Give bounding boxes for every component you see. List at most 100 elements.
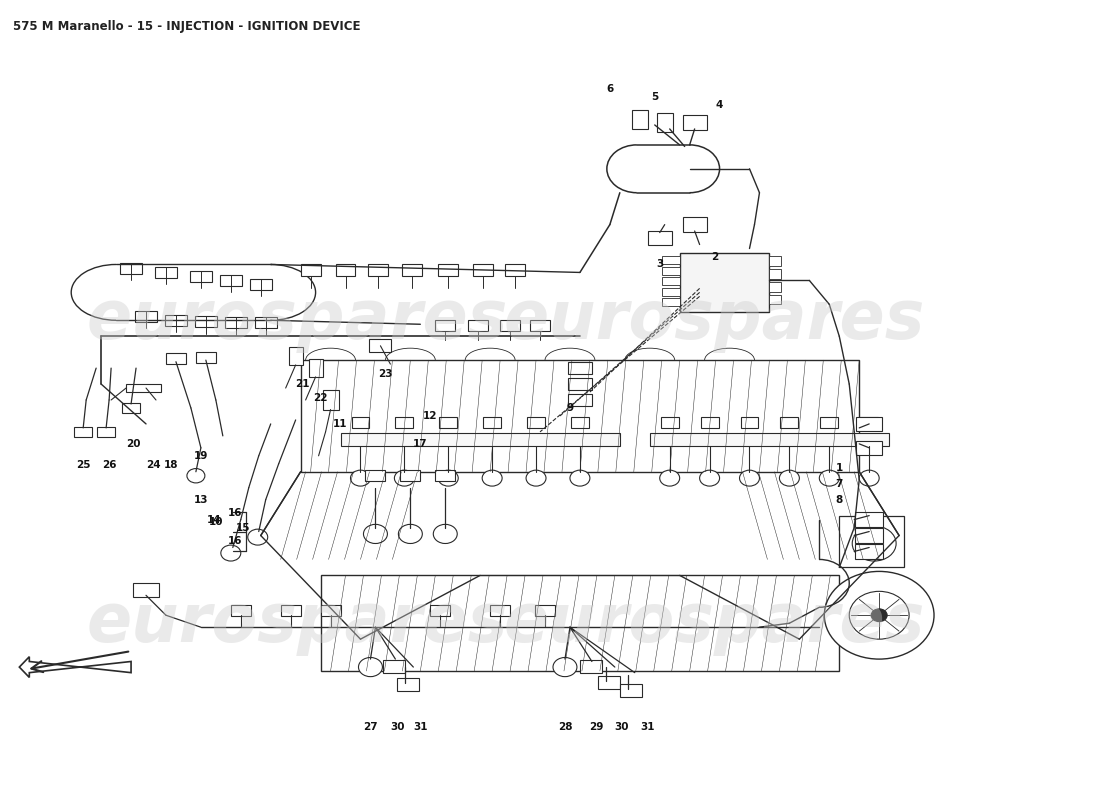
Bar bbox=[133, 582, 160, 597]
Text: eurospares: eurospares bbox=[87, 287, 508, 354]
Bar bbox=[662, 298, 680, 306]
Bar bbox=[365, 470, 385, 482]
Text: 5: 5 bbox=[651, 92, 659, 102]
Text: 28: 28 bbox=[558, 722, 572, 732]
Bar bbox=[571, 417, 588, 428]
Bar bbox=[662, 257, 680, 265]
Circle shape bbox=[871, 609, 887, 622]
Bar bbox=[650, 434, 889, 446]
Bar bbox=[97, 426, 116, 437]
Bar bbox=[190, 271, 212, 282]
Circle shape bbox=[739, 470, 759, 486]
Bar bbox=[400, 470, 420, 482]
Bar bbox=[780, 417, 799, 428]
Text: 19: 19 bbox=[194, 451, 208, 461]
Bar bbox=[196, 352, 216, 363]
Bar bbox=[122, 402, 140, 413]
Bar bbox=[280, 605, 300, 616]
Bar bbox=[491, 605, 510, 616]
Bar bbox=[855, 513, 883, 526]
Bar bbox=[769, 257, 781, 266]
Bar bbox=[821, 417, 838, 428]
Bar bbox=[701, 417, 718, 428]
Bar bbox=[403, 265, 422, 276]
Bar bbox=[341, 434, 619, 446]
Circle shape bbox=[363, 524, 387, 543]
Bar bbox=[155, 267, 177, 278]
Circle shape bbox=[187, 469, 205, 483]
Bar bbox=[839, 515, 904, 567]
Bar bbox=[439, 417, 458, 428]
Bar bbox=[500, 320, 520, 331]
Bar bbox=[74, 426, 92, 437]
Bar bbox=[320, 605, 341, 616]
Text: 26: 26 bbox=[102, 460, 117, 470]
Circle shape bbox=[700, 470, 719, 486]
Text: 20: 20 bbox=[125, 439, 141, 449]
Bar bbox=[568, 394, 592, 406]
Text: 16: 16 bbox=[228, 536, 242, 546]
Bar bbox=[320, 575, 839, 671]
Text: 31: 31 bbox=[414, 722, 428, 732]
Text: 7: 7 bbox=[836, 478, 843, 489]
Bar bbox=[683, 115, 706, 130]
Text: 12: 12 bbox=[424, 411, 438, 421]
Text: 9: 9 bbox=[566, 403, 573, 413]
Bar bbox=[231, 605, 251, 616]
Bar bbox=[855, 544, 883, 558]
Bar bbox=[436, 320, 455, 331]
Bar bbox=[224, 317, 246, 328]
Bar bbox=[662, 267, 680, 275]
Bar bbox=[505, 265, 525, 276]
Circle shape bbox=[849, 591, 909, 639]
Bar bbox=[619, 684, 641, 697]
Text: 24: 24 bbox=[145, 460, 161, 470]
Bar bbox=[568, 378, 592, 390]
Text: 18: 18 bbox=[164, 460, 178, 470]
Bar bbox=[430, 605, 450, 616]
Bar bbox=[568, 362, 592, 374]
Text: 15: 15 bbox=[235, 522, 250, 533]
Bar bbox=[657, 113, 673, 132]
Bar bbox=[740, 417, 759, 428]
Bar bbox=[473, 265, 493, 276]
Bar bbox=[648, 231, 672, 246]
Bar bbox=[769, 270, 781, 279]
Text: 30: 30 bbox=[615, 722, 629, 732]
Bar bbox=[769, 294, 781, 304]
Bar bbox=[631, 110, 648, 129]
Circle shape bbox=[780, 470, 800, 486]
Circle shape bbox=[221, 545, 241, 561]
Circle shape bbox=[433, 524, 458, 543]
Text: eurospares: eurospares bbox=[504, 287, 925, 354]
Text: eurospares: eurospares bbox=[504, 590, 925, 656]
Polygon shape bbox=[20, 657, 131, 678]
Bar bbox=[527, 417, 544, 428]
Bar bbox=[535, 605, 556, 616]
Circle shape bbox=[553, 658, 576, 677]
Bar bbox=[580, 660, 602, 673]
Bar bbox=[322, 390, 339, 410]
Bar bbox=[336, 265, 355, 276]
Bar bbox=[309, 359, 322, 377]
Text: 13: 13 bbox=[194, 494, 208, 505]
Bar bbox=[368, 265, 388, 276]
Bar bbox=[680, 253, 769, 312]
Circle shape bbox=[820, 470, 839, 486]
Bar bbox=[300, 265, 320, 276]
Bar bbox=[662, 287, 680, 295]
Bar bbox=[598, 676, 619, 689]
Circle shape bbox=[824, 571, 934, 659]
Bar bbox=[195, 316, 217, 327]
Circle shape bbox=[438, 470, 459, 486]
Bar bbox=[352, 417, 370, 428]
Bar bbox=[384, 660, 406, 673]
Text: 31: 31 bbox=[640, 722, 654, 732]
Circle shape bbox=[359, 658, 383, 677]
Circle shape bbox=[852, 526, 896, 561]
Circle shape bbox=[859, 470, 879, 486]
Text: 14: 14 bbox=[207, 514, 221, 525]
Text: 29: 29 bbox=[588, 722, 603, 732]
Bar bbox=[436, 470, 455, 482]
Bar bbox=[483, 417, 502, 428]
